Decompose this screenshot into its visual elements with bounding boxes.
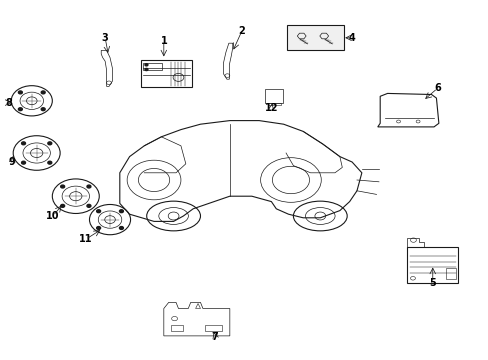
Bar [406, 247, 458, 283]
Circle shape [144, 68, 148, 71]
Circle shape [87, 204, 91, 207]
Circle shape [48, 161, 52, 164]
Text: 8: 8 [5, 98, 12, 108]
Bar [171, 325, 183, 331]
Circle shape [119, 210, 123, 213]
Circle shape [97, 210, 101, 213]
Text: 7: 7 [211, 332, 218, 342]
Circle shape [41, 108, 45, 111]
Bar [264, 89, 282, 103]
Circle shape [41, 91, 45, 94]
Circle shape [61, 204, 64, 207]
Text: 11: 11 [79, 234, 92, 244]
Bar [274, 103, 280, 105]
Text: 5: 5 [428, 278, 435, 288]
Text: 2: 2 [238, 26, 245, 36]
Circle shape [19, 91, 22, 94]
Circle shape [48, 142, 52, 145]
Text: 1: 1 [160, 36, 167, 46]
Circle shape [87, 185, 91, 188]
Circle shape [21, 161, 25, 164]
Bar [267, 103, 273, 105]
Bar [141, 60, 192, 87]
Text: 9: 9 [9, 157, 16, 167]
Circle shape [61, 185, 64, 188]
Text: 4: 4 [348, 33, 355, 43]
Circle shape [97, 226, 101, 229]
Circle shape [144, 64, 148, 66]
Bar [445, 268, 455, 279]
Text: 6: 6 [433, 83, 440, 93]
Bar [287, 25, 343, 50]
Bar [142, 63, 162, 70]
Circle shape [119, 226, 123, 229]
Bar [205, 325, 222, 331]
Circle shape [19, 108, 22, 111]
Circle shape [21, 142, 25, 145]
Text: 10: 10 [46, 211, 60, 221]
Text: 12: 12 [264, 103, 278, 113]
Text: 3: 3 [102, 33, 108, 43]
